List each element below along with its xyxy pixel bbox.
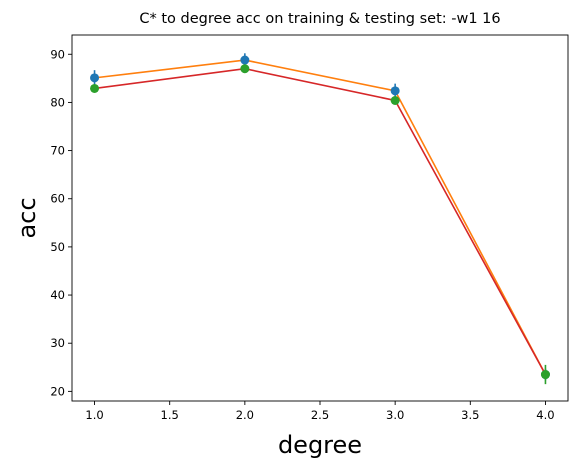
y-tick-label: 80 (50, 95, 65, 109)
series-2-line (94, 67, 547, 375)
series-2-point (540, 370, 550, 380)
series-1-point (390, 86, 400, 96)
series-2-point (90, 83, 100, 93)
x-tick-label: 3.5 (461, 408, 479, 422)
y-tick-label: 90 (50, 47, 65, 61)
y-tick-label: 60 (50, 192, 65, 206)
y-tick-label: 20 (50, 384, 65, 398)
series-1-point (240, 55, 250, 65)
x-tick-label: 1.5 (161, 408, 179, 422)
y-axis-label: acc (13, 197, 41, 238)
series-2-point (240, 64, 250, 74)
axes: 1.0 1.5 2.0 2.5 3.0 3.5 4.0 20 30 40 50 60 70 80 90 (50, 34, 569, 422)
y-tick-label: 30 (50, 336, 65, 350)
x-tick-label: 2.0 (236, 408, 254, 422)
series-1-line (94, 59, 547, 375)
y-tick-label: 70 (50, 144, 65, 158)
plot-marks (90, 53, 550, 385)
y-tick-label: 50 (50, 240, 65, 254)
x-tick-label: 2.5 (311, 408, 329, 422)
x-tick-label: 4.0 (536, 408, 554, 422)
x-axis-label: degree (278, 431, 362, 459)
x-tick-label: 3.0 (386, 408, 404, 422)
series-2-point (390, 95, 400, 105)
chart-title: C* to degree acc on training & testing s… (139, 11, 500, 27)
series-1-point (90, 73, 100, 83)
x-tick-label: 1.0 (85, 408, 103, 422)
y-tick-label: 40 (50, 288, 65, 302)
